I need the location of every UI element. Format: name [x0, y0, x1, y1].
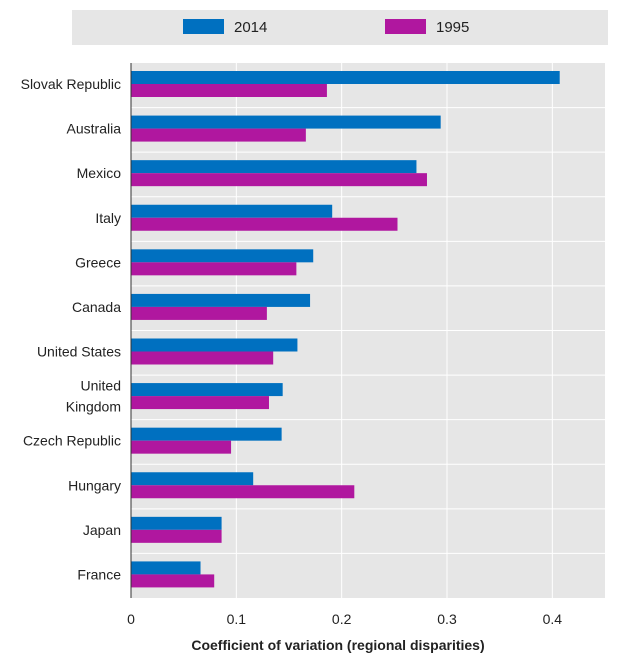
bar-2014-hungary [131, 472, 254, 486]
bar-2014-australia [131, 115, 441, 129]
category-labels: Slovak Republic Australia Mexico Italy Greec… [21, 76, 122, 582]
legend-swatch-1995 [385, 19, 426, 34]
legend: 2014 1995 [183, 19, 469, 36]
bar-1995-italy [131, 217, 398, 231]
category-label: France [77, 566, 121, 582]
x-tick-label: 0 [127, 611, 135, 627]
bar-1995-united-states [131, 351, 274, 365]
legend-background [72, 10, 608, 45]
category-label: Czech Republic [23, 433, 121, 449]
category-label: Slovak Republic [21, 76, 121, 92]
bar-1995-hungary [131, 485, 355, 499]
x-tick-label: 0.2 [332, 611, 352, 627]
bar-2014-canada [131, 293, 311, 307]
legend-label-2014: 2014 [234, 19, 267, 36]
category-label: United States [37, 344, 121, 360]
gridlines [131, 63, 605, 598]
bar-1995-australia [131, 128, 306, 142]
legend-label-1995: 1995 [436, 19, 469, 36]
category-label: Greece [75, 254, 121, 270]
bar-2014-france [131, 561, 201, 575]
category-label: Australia [67, 121, 122, 137]
x-axis-title: Coefficient of variation (regional dispa… [191, 637, 484, 653]
bar-1995-japan [131, 529, 222, 543]
x-tick-label: 0.3 [437, 611, 457, 627]
bars [131, 71, 560, 588]
bar-1995-france [131, 574, 215, 588]
bar-2014-united-kingdom [131, 383, 283, 397]
category-label: United [81, 378, 121, 394]
bar-2014-united-states [131, 338, 298, 352]
category-label: Mexico [77, 165, 122, 181]
bar-2014-mexico [131, 160, 417, 174]
bar-1995-czech-republic [131, 440, 232, 454]
bar-2014-czech-republic [131, 427, 282, 441]
bar-2014-japan [131, 516, 222, 530]
category-label: Hungary [68, 477, 121, 493]
bar-1995-mexico [131, 173, 427, 187]
x-axis-ticks: 0 0.1 0.2 0.3 0.4 [127, 611, 562, 627]
category-label: Japan [83, 522, 121, 538]
bar-1995-slovak-republic [131, 84, 327, 97]
bar-2014-slovak-republic [131, 71, 560, 84]
category-label: Canada [72, 299, 121, 315]
x-tick-label: 0.1 [227, 611, 247, 627]
category-label: Italy [95, 210, 121, 226]
bar-1995-greece [131, 262, 297, 276]
bar-1995-united-kingdom [131, 396, 269, 410]
bar-2014-greece [131, 249, 314, 263]
legend-swatch-2014 [183, 19, 224, 34]
bar-1995-canada [131, 306, 267, 320]
bar-2014-italy [131, 204, 333, 218]
x-tick-label: 0.4 [543, 611, 563, 627]
category-label: Kingdom [66, 399, 121, 415]
